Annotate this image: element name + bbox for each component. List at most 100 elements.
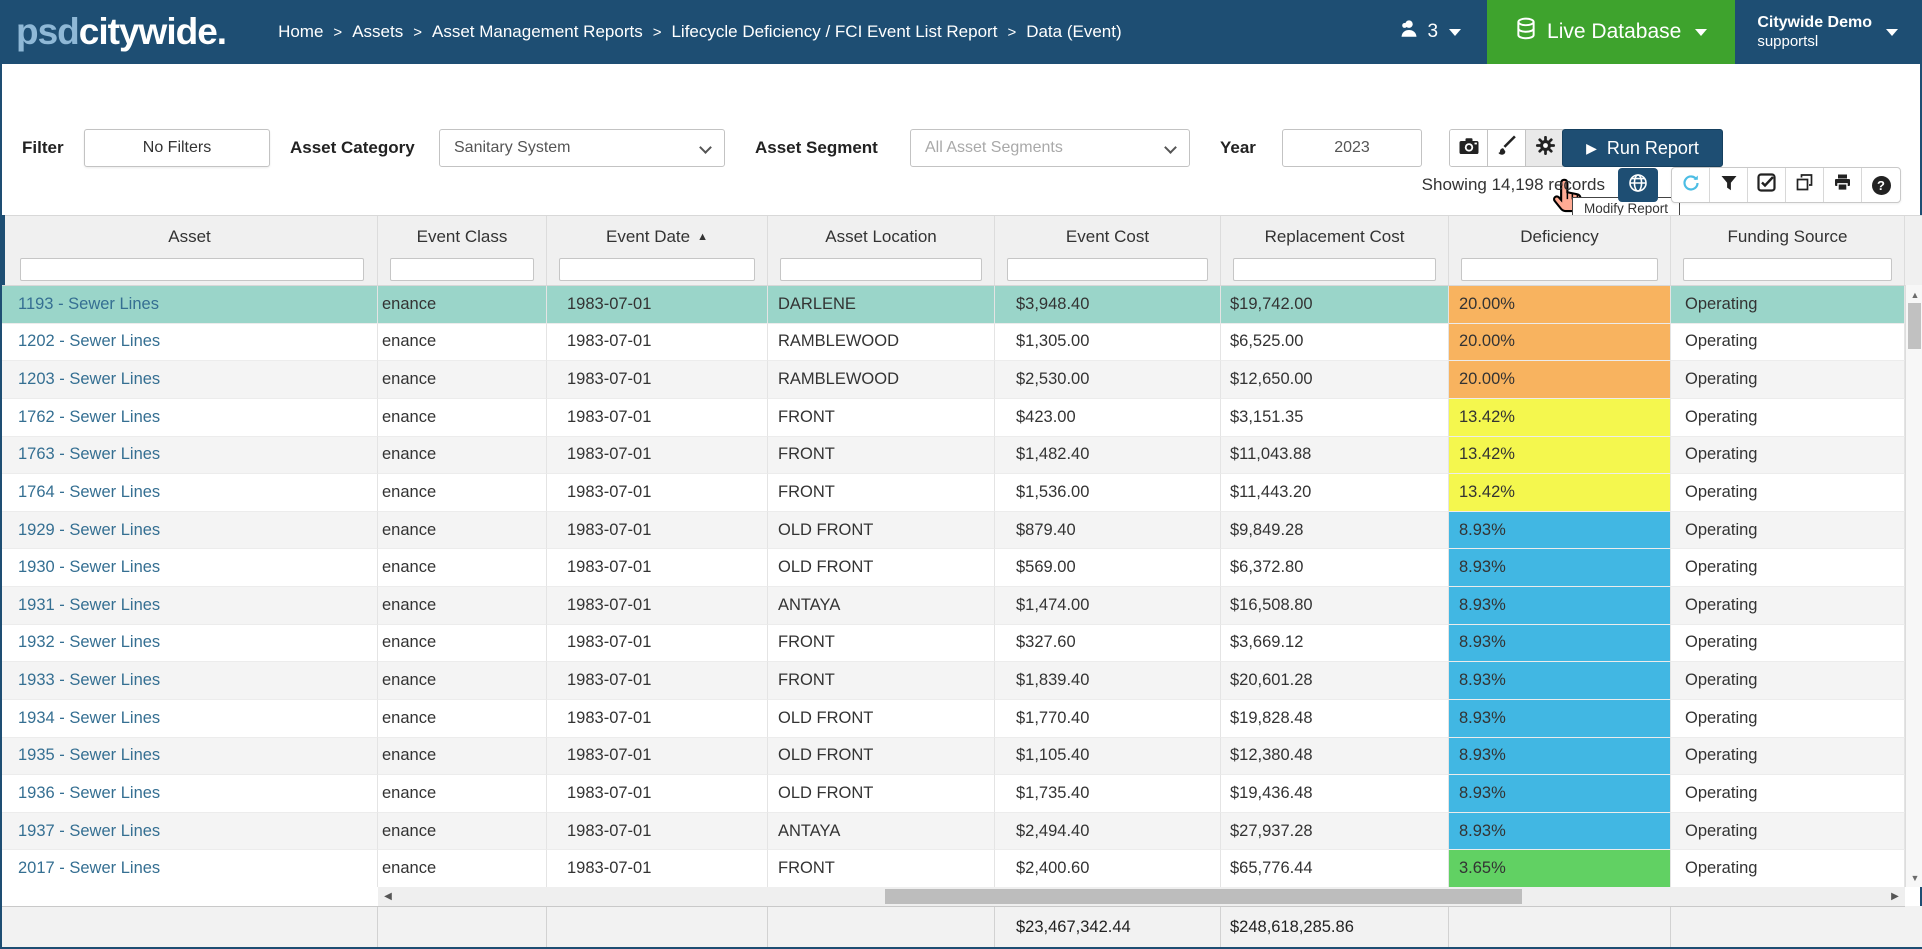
column-header-asset[interactable]: Asset	[2, 216, 378, 258]
table-row[interactable]: 1930 - Sewer Lines enance 1983-07-01 OLD…	[2, 549, 1905, 587]
table-row[interactable]: 1932 - Sewer Lines enance 1983-07-01 FRO…	[2, 624, 1905, 663]
total-replacement-cost: $248,618,285.86	[1221, 907, 1449, 947]
style-button[interactable]	[1488, 130, 1526, 166]
asset-link[interactable]: 1933 - Sewer Lines	[18, 671, 161, 690]
asset-link[interactable]: 1934 - Sewer Lines	[18, 708, 161, 727]
select-columns-button[interactable]	[1748, 168, 1786, 202]
breadcrumb-item[interactable]: Assets	[352, 22, 404, 41]
event-class-cell: enance	[378, 812, 547, 851]
table-row[interactable]: 1934 - Sewer Lines enance 1983-07-01 OLD…	[2, 699, 1905, 738]
table-row[interactable]: 1762 - Sewer Lines enance 1983-07-01 FRO…	[2, 398, 1905, 437]
filter-input-asset[interactable]	[20, 258, 364, 281]
asset-category-label: Asset Category	[290, 138, 415, 157]
event-cost-cell: $3,948.40	[995, 286, 1221, 324]
table-row[interactable]: 1193 - Sewer Lines enance 1983-07-01 DAR…	[2, 286, 1905, 324]
asset-link[interactable]: 1935 - Sewer Lines	[18, 746, 161, 765]
breadcrumb-item[interactable]: Data (Event)	[1026, 22, 1122, 41]
filter-input-deficiency[interactable]	[1461, 258, 1658, 281]
asset-link[interactable]: 1937 - Sewer Lines	[18, 821, 161, 840]
event-cost-cell: $1,839.40	[995, 662, 1221, 700]
asset-location-cell: FRONT	[768, 436, 995, 475]
replacement-cost-cell: $12,650.00	[1221, 361, 1449, 399]
modify-report-button[interactable]	[1526, 130, 1564, 166]
gear-icon	[1535, 135, 1556, 161]
column-header-deficiency[interactable]: Deficiency	[1449, 216, 1671, 258]
asset-link[interactable]: 1930 - Sewer Lines	[18, 558, 161, 577]
event-date-cell: 1983-07-01	[547, 474, 768, 512]
copy-button[interactable]	[1786, 168, 1824, 202]
snapshot-button[interactable]	[1450, 130, 1488, 166]
print-button[interactable]	[1824, 168, 1862, 202]
column-header-event-class[interactable]: Event Class	[378, 216, 547, 258]
no-filters-button[interactable]: No Filters	[84, 129, 270, 167]
table-row[interactable]: 1203 - Sewer Lines enance 1983-07-01 RAM…	[2, 361, 1905, 399]
table-row[interactable]: 1929 - Sewer Lines enance 1983-07-01 OLD…	[2, 511, 1905, 550]
replacement-cost-cell: $27,937.28	[1221, 812, 1449, 851]
asset-link[interactable]: 1763 - Sewer Lines	[18, 445, 161, 464]
filter-input-event-date[interactable]	[559, 258, 755, 281]
breadcrumb-item[interactable]: Home	[278, 22, 324, 41]
run-report-button[interactable]: ▶ Run Report	[1562, 129, 1723, 167]
filter-input-asset-location[interactable]	[780, 258, 982, 281]
funding-source-cell: Operating	[1671, 737, 1905, 776]
help-button[interactable]: ?	[1862, 168, 1900, 202]
column-header-replacement-cost[interactable]: Replacement Cost	[1221, 216, 1449, 258]
scroll-left-icon[interactable]: ◀	[384, 891, 392, 902]
filter-input-funding-source[interactable]	[1683, 258, 1892, 281]
column-header-funding-source[interactable]: Funding Source	[1671, 216, 1905, 258]
event-class-cell: enance	[378, 850, 547, 887]
asset-link[interactable]: 1764 - Sewer Lines	[18, 482, 161, 501]
user-count: 3	[1427, 21, 1439, 42]
chevron-down-icon	[1695, 28, 1708, 36]
deficiency-cell: 8.93%	[1449, 775, 1671, 813]
event-cost-cell: $879.40	[995, 511, 1221, 550]
table-row[interactable]: 2017 - Sewer Lines enance 1983-07-01 FRO…	[2, 850, 1905, 887]
column-header-event-cost[interactable]: Event Cost	[995, 216, 1221, 258]
column-header-event-date[interactable]: Event Date ▲	[547, 216, 768, 258]
year-field[interactable]: 2023	[1282, 129, 1422, 167]
table-row[interactable]: 1936 - Sewer Lines enance 1983-07-01 OLD…	[2, 775, 1905, 813]
table-row[interactable]: 1764 - Sewer Lines enance 1983-07-01 FRO…	[2, 474, 1905, 512]
table-row[interactable]: 1937 - Sewer Lines enance 1983-07-01 ANT…	[2, 812, 1905, 851]
account-menu[interactable]: Citywide Demo supportsl	[1735, 0, 1920, 64]
vertical-scroll-thumb[interactable]	[1908, 303, 1921, 349]
table-row[interactable]: 1935 - Sewer Lines enance 1983-07-01 OLD…	[2, 737, 1905, 776]
refresh-button[interactable]	[1672, 168, 1710, 202]
table-row[interactable]: 1202 - Sewer Lines enance 1983-07-01 RAM…	[2, 323, 1905, 362]
table-row[interactable]: 1933 - Sewer Lines enance 1983-07-01 FRO…	[2, 662, 1905, 700]
asset-segment-select[interactable]: All Asset Segments	[910, 129, 1190, 167]
filter-input-event-cost[interactable]	[1007, 258, 1208, 281]
horizontal-scroll-thumb[interactable]	[885, 889, 1522, 904]
map-view-button[interactable]	[1618, 168, 1658, 202]
table-row[interactable]: 1763 - Sewer Lines enance 1983-07-01 FRO…	[2, 436, 1905, 475]
asset-link[interactable]: 1932 - Sewer Lines	[18, 633, 161, 652]
vertical-scrollbar[interactable]: ▲ ▼	[1905, 285, 1922, 887]
replacement-cost-cell: $19,742.00	[1221, 286, 1449, 324]
breadcrumb-item[interactable]: Lifecycle Deficiency / FCI Event List Re…	[671, 22, 998, 41]
table-row[interactable]: 1931 - Sewer Lines enance 1983-07-01 ANT…	[2, 587, 1905, 625]
asset-link[interactable]: 1931 - Sewer Lines	[18, 595, 161, 614]
breadcrumb-item[interactable]: Asset Management Reports	[431, 22, 643, 41]
active-users-menu[interactable]: 3	[1372, 0, 1487, 64]
asset-link[interactable]: 1202 - Sewer Lines	[18, 332, 161, 351]
column-header-asset-location[interactable]: Asset Location	[768, 216, 995, 258]
asset-link[interactable]: 1193 - Sewer Lines	[18, 294, 159, 313]
horizontal-scrollbar[interactable]: ◀ ▶	[378, 887, 1905, 906]
asset-location-cell: OLD FRONT	[768, 699, 995, 738]
asset-link[interactable]: 1203 - Sewer Lines	[18, 370, 161, 389]
asset-location-cell: FRONT	[768, 398, 995, 437]
filter-button[interactable]	[1710, 168, 1748, 202]
scroll-down-icon[interactable]: ▼	[1910, 872, 1920, 883]
replacement-cost-cell: $19,436.48	[1221, 775, 1449, 813]
asset-link[interactable]: 1762 - Sewer Lines	[18, 407, 161, 426]
filter-input-replacement-cost[interactable]	[1233, 258, 1436, 281]
asset-link[interactable]: 1936 - Sewer Lines	[18, 783, 161, 802]
asset-link[interactable]: 1929 - Sewer Lines	[18, 520, 161, 539]
event-date-cell: 1983-07-01	[547, 549, 768, 587]
asset-link[interactable]: 2017 - Sewer Lines	[18, 859, 161, 878]
asset-category-select[interactable]: Sanitary System	[439, 129, 725, 167]
scroll-up-icon[interactable]: ▲	[1910, 289, 1920, 300]
live-database-button[interactable]: Live Database	[1487, 0, 1736, 64]
scroll-right-icon[interactable]: ▶	[1891, 891, 1899, 902]
filter-input-event-class[interactable]	[390, 258, 534, 281]
